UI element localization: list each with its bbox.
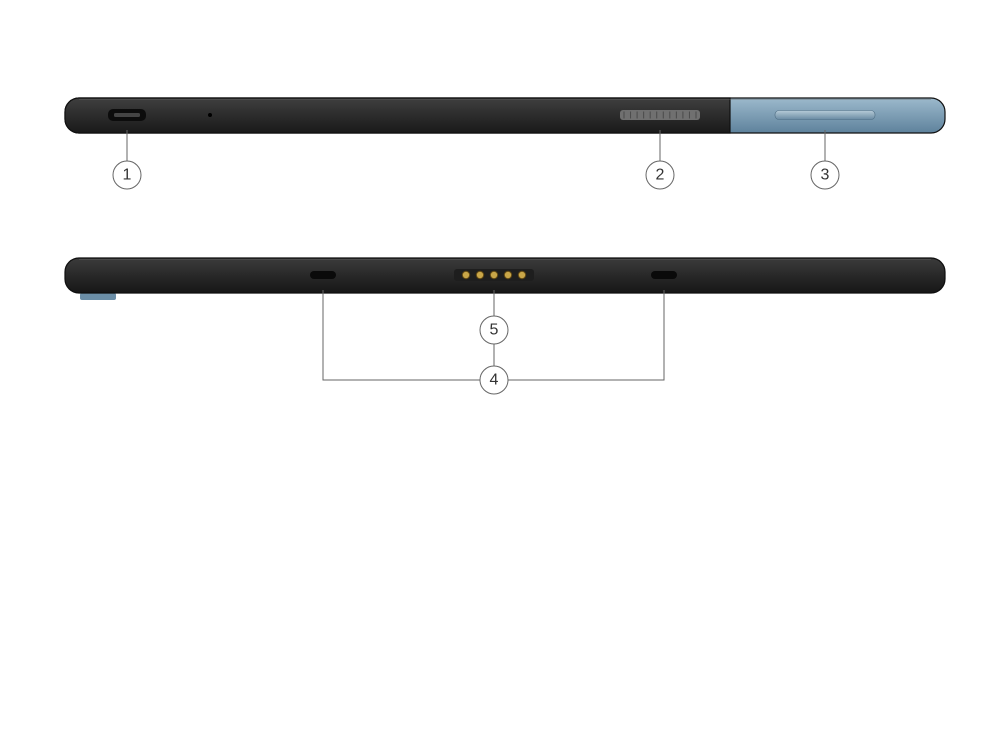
callout-c1: 1: [113, 130, 141, 189]
pogo-pin-icon: [519, 272, 525, 278]
callout-label: 1: [123, 167, 132, 184]
keyboard-slot-right-icon: [651, 271, 677, 279]
pogo-pin-icon: [491, 272, 497, 278]
speaker-grille-icon: [620, 110, 700, 120]
callout-label: 3: [821, 167, 830, 184]
callout-c3: 3: [811, 130, 839, 189]
pogo-pin-icon: [463, 272, 469, 278]
callout-label: 5: [490, 322, 499, 339]
pogo-pin-icon: [477, 272, 483, 278]
pogo-pin-icon: [505, 272, 511, 278]
blue-tab-icon: [80, 293, 116, 300]
callout-label: 4: [490, 372, 499, 389]
side-button-icon: [775, 111, 875, 120]
device-top-edge: [65, 98, 945, 133]
diagram-root: 1 2 3 5 4: [0, 0, 1000, 750]
callout-label: 2: [656, 167, 665, 184]
callout-c5: 5: [480, 290, 508, 344]
callout-c2: 2: [646, 130, 674, 189]
device-bottom-edge: [65, 258, 945, 300]
keyboard-slot-left-icon: [310, 271, 336, 279]
usb-c-inner-icon: [114, 113, 140, 117]
diagram-svg: 1 2 3 5 4: [0, 0, 1000, 750]
mic-hole-icon: [208, 113, 212, 117]
